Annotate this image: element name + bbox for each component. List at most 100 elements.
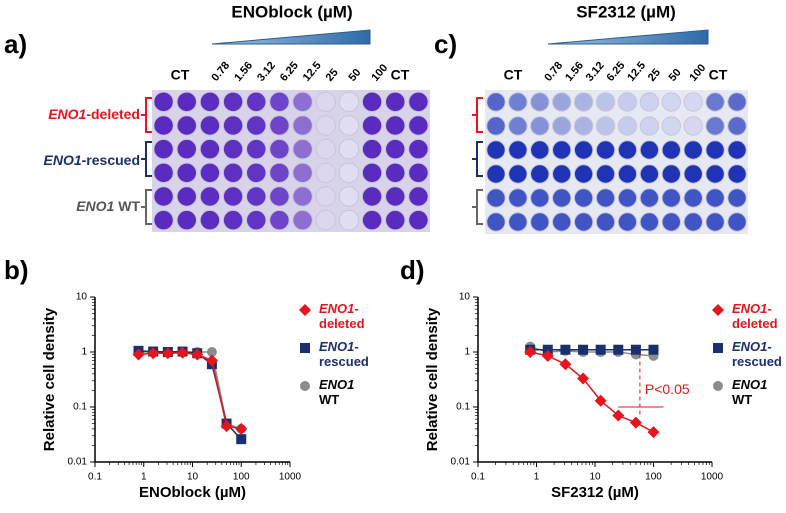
well <box>176 115 197 136</box>
well <box>199 209 221 231</box>
marker <box>559 358 572 371</box>
marker <box>560 344 571 355</box>
row-label: ENO1-rescued <box>44 152 140 168</box>
x-tick-label: 100 <box>645 472 662 483</box>
well <box>153 138 174 160</box>
column-label: 0.78 <box>542 60 565 84</box>
y-tick-label: 1 <box>464 347 470 358</box>
well <box>153 91 174 113</box>
well <box>639 212 660 232</box>
marker <box>712 304 724 316</box>
well <box>338 91 360 113</box>
bracket <box>141 141 152 177</box>
column-label: 12.5 <box>625 60 648 84</box>
well <box>385 91 406 113</box>
bracket <box>141 97 152 133</box>
well <box>552 212 572 232</box>
column-label: 50 <box>667 67 684 84</box>
bracket <box>472 141 483 177</box>
well <box>639 92 660 112</box>
well <box>617 140 638 160</box>
well <box>408 91 429 113</box>
suffix: WT <box>114 198 140 214</box>
well <box>222 138 244 160</box>
marker <box>594 394 607 407</box>
well <box>661 212 681 232</box>
well <box>705 116 725 136</box>
marker <box>595 344 606 355</box>
well <box>153 209 174 231</box>
well <box>338 115 360 136</box>
marker <box>629 416 642 429</box>
well <box>573 116 594 136</box>
well <box>153 186 174 207</box>
well <box>508 212 528 232</box>
well <box>639 188 660 208</box>
well <box>153 162 174 184</box>
y-axis-label: Relative cell density <box>41 307 58 451</box>
well <box>486 92 506 112</box>
x-tick-label: 1 <box>141 472 147 483</box>
well <box>595 188 616 208</box>
well <box>315 186 336 207</box>
well <box>269 115 290 136</box>
well <box>573 212 594 232</box>
well <box>705 212 725 232</box>
marker <box>205 354 218 367</box>
well <box>486 212 506 232</box>
well <box>246 209 267 231</box>
well <box>246 186 267 207</box>
panel-letter: d) <box>400 255 425 285</box>
plate <box>152 90 430 232</box>
x-tick-label: 100 <box>233 472 250 483</box>
x-axis-label: ENOblock (µM) <box>139 484 246 501</box>
x-tick-label: 0.1 <box>88 472 102 483</box>
well <box>573 188 594 208</box>
column-label: 1.56 <box>232 60 255 84</box>
well <box>639 116 660 136</box>
marker <box>236 434 247 445</box>
well <box>683 212 703 232</box>
marker <box>220 420 233 433</box>
column-label: CT <box>504 67 523 83</box>
marker <box>161 347 174 360</box>
marker <box>542 344 553 355</box>
annotation: P<0.05 <box>645 381 690 397</box>
x-tick-label: 1000 <box>701 472 724 483</box>
well <box>617 92 638 112</box>
well <box>246 115 267 136</box>
marker <box>612 409 625 422</box>
x-tick-label: 1000 <box>279 472 302 483</box>
well <box>573 164 594 184</box>
well <box>486 164 506 184</box>
legend-label: ENO1 WT <box>319 377 358 407</box>
well <box>552 92 572 112</box>
x-tick-label: 10 <box>589 472 601 483</box>
well <box>639 164 660 184</box>
column-label: 6.25 <box>604 60 627 84</box>
well <box>595 92 616 112</box>
well <box>385 138 406 160</box>
well <box>315 162 336 184</box>
legend-label: ENO1 WT <box>732 377 771 407</box>
row-label: ENO1 WT <box>76 198 140 214</box>
well <box>595 164 616 184</box>
well <box>246 162 267 184</box>
well <box>315 209 336 231</box>
well <box>727 140 747 160</box>
column-label: CT <box>391 67 410 83</box>
column-label: 100 <box>369 62 390 84</box>
well <box>530 164 550 184</box>
well <box>595 116 616 136</box>
column-label: 25 <box>646 67 663 84</box>
marker <box>541 349 554 362</box>
well <box>176 209 197 231</box>
well <box>508 164 528 184</box>
marker <box>524 346 537 358</box>
well <box>385 162 406 184</box>
column-label: 3.12 <box>584 60 607 84</box>
well <box>508 188 528 208</box>
well <box>508 92 528 112</box>
